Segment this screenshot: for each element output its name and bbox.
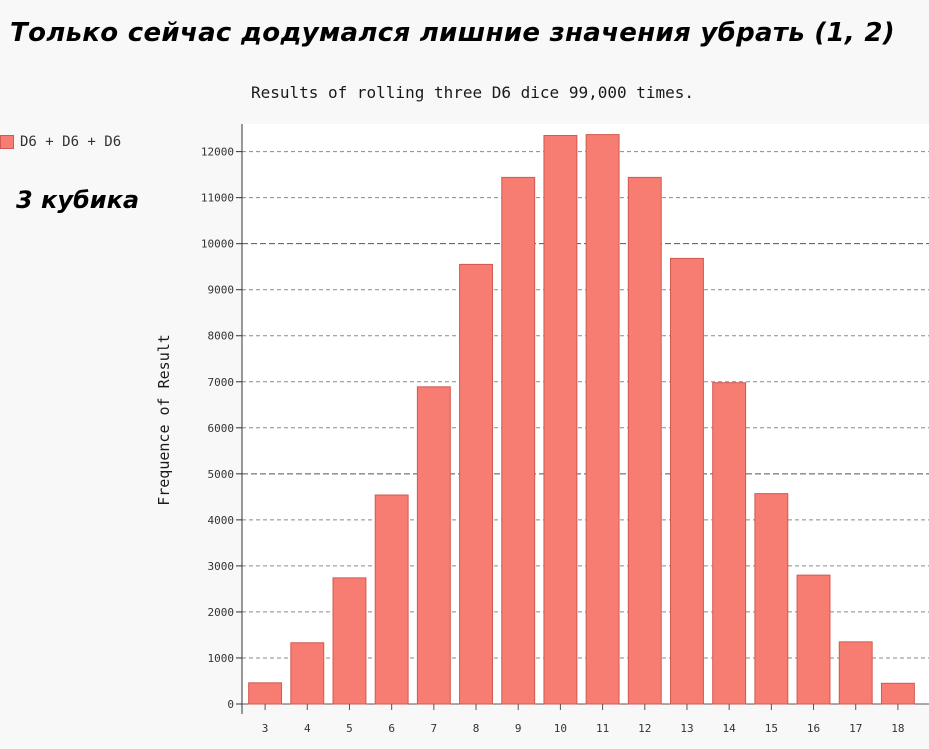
chart-title: Results of rolling three D6 dice 99,000 … — [250, 83, 695, 102]
bar-4[interactable] — [290, 642, 325, 705]
bar-14[interactable] — [712, 382, 747, 705]
legend-swatch — [0, 135, 14, 149]
x-tick-label: 17 — [849, 722, 862, 735]
legend-label: D6 + D6 + D6 — [20, 134, 122, 150]
x-tick-label: 15 — [765, 722, 778, 735]
y-tick-label: 4000 — [208, 514, 235, 527]
bar-15[interactable] — [754, 493, 789, 705]
y-tick-label: 12000 — [201, 146, 234, 159]
bar-7[interactable] — [416, 386, 451, 705]
bar-16[interactable] — [796, 574, 831, 705]
bar-8[interactable] — [459, 263, 493, 705]
x-tick-label: 7 — [431, 722, 438, 735]
x-tick-label: 14 — [723, 722, 737, 735]
bar-10[interactable] — [543, 135, 578, 705]
y-tick-label: 10000 — [201, 238, 234, 251]
x-tick-label: 8 — [473, 722, 480, 735]
x-tick-label: 16 — [807, 722, 820, 735]
post-heading: Только сейчас додумался лишние значения … — [10, 18, 895, 48]
bar-11[interactable] — [585, 134, 620, 705]
y-tick-label: 0 — [227, 698, 234, 711]
y-tick-label: 8000 — [208, 330, 235, 343]
x-tick-label: 12 — [638, 722, 651, 735]
y-tick-label: 1000 — [208, 652, 235, 665]
y-tick-label: 2000 — [208, 606, 235, 619]
bar-18[interactable] — [880, 682, 915, 705]
bar-9[interactable] — [501, 176, 536, 705]
y-tick-label: 3000 — [208, 560, 235, 573]
y-tick-label: 9000 — [208, 284, 235, 297]
dice-caption: 3 кубика — [16, 186, 140, 214]
y-tick-label: 6000 — [208, 422, 235, 435]
x-tick-label: 11 — [596, 722, 609, 735]
y-tick-label: 5000 — [208, 468, 235, 481]
x-tick-label: 6 — [388, 722, 395, 735]
bar-13[interactable] — [670, 257, 704, 705]
x-tick-label: 18 — [891, 722, 904, 735]
x-tick-label: 3 — [262, 722, 269, 735]
bar-12[interactable] — [627, 176, 662, 705]
bar-17[interactable] — [838, 641, 873, 705]
x-tick-label: 13 — [680, 722, 693, 735]
x-tick-label: 10 — [554, 722, 567, 735]
x-tick-label: 5 — [346, 722, 353, 735]
bar-5[interactable] — [332, 577, 367, 705]
y-tick-label: 7000 — [208, 376, 235, 389]
x-tick-label: 9 — [515, 722, 522, 735]
y-tick-label: 11000 — [201, 192, 234, 205]
bar-6[interactable] — [374, 494, 409, 705]
chart-legend[interactable]: D6 + D6 + D6 — [0, 134, 121, 150]
x-tick-label: 4 — [304, 722, 311, 735]
bar-3[interactable] — [248, 682, 283, 705]
